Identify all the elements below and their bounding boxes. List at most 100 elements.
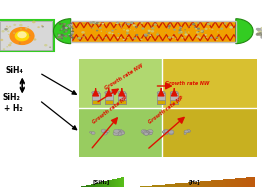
Bar — [152, 185, 154, 187]
Circle shape — [68, 24, 69, 25]
Bar — [106, 181, 107, 187]
Bar — [182, 183, 183, 187]
Circle shape — [119, 130, 124, 134]
Circle shape — [258, 30, 262, 33]
Circle shape — [162, 131, 166, 133]
Bar — [110, 180, 111, 187]
Bar — [242, 178, 243, 187]
Circle shape — [145, 131, 150, 135]
Circle shape — [133, 24, 136, 26]
Bar — [194, 182, 195, 187]
Bar — [83, 186, 84, 187]
Circle shape — [0, 39, 3, 41]
Circle shape — [261, 36, 262, 38]
Circle shape — [154, 23, 157, 26]
Circle shape — [187, 130, 190, 132]
Circle shape — [178, 32, 181, 34]
Circle shape — [63, 23, 66, 25]
Circle shape — [63, 26, 65, 28]
Bar — [160, 185, 162, 187]
Circle shape — [140, 22, 143, 24]
Bar — [231, 179, 232, 187]
Circle shape — [17, 31, 27, 38]
Circle shape — [62, 26, 64, 28]
Text: [H₂]: [H₂] — [188, 179, 200, 184]
Circle shape — [149, 132, 152, 135]
Circle shape — [114, 131, 119, 134]
Bar — [165, 184, 166, 187]
Bar — [159, 185, 160, 187]
Circle shape — [205, 28, 208, 30]
Bar — [162, 185, 163, 187]
Bar — [252, 177, 254, 187]
Circle shape — [69, 26, 71, 28]
Bar — [185, 183, 186, 187]
Circle shape — [179, 26, 182, 29]
Circle shape — [78, 37, 81, 40]
Circle shape — [149, 133, 152, 135]
Circle shape — [133, 37, 136, 40]
Circle shape — [148, 30, 151, 32]
Circle shape — [260, 31, 262, 34]
Bar — [95, 183, 96, 187]
Circle shape — [162, 131, 166, 133]
Bar — [149, 186, 151, 187]
Circle shape — [184, 130, 188, 133]
Circle shape — [165, 132, 168, 135]
Circle shape — [130, 22, 133, 24]
Circle shape — [71, 33, 73, 35]
Circle shape — [125, 22, 127, 24]
Circle shape — [261, 27, 262, 29]
Circle shape — [229, 26, 233, 29]
Bar — [103, 181, 104, 187]
Bar — [162, 108, 257, 157]
Bar — [157, 93, 165, 104]
Circle shape — [184, 33, 188, 36]
Ellipse shape — [170, 91, 178, 94]
Circle shape — [68, 34, 70, 35]
Bar — [251, 177, 252, 187]
Circle shape — [62, 26, 64, 27]
Circle shape — [151, 26, 152, 27]
Circle shape — [9, 42, 12, 44]
Circle shape — [169, 132, 173, 135]
Circle shape — [168, 36, 171, 39]
Circle shape — [116, 23, 117, 24]
Circle shape — [168, 27, 170, 29]
Circle shape — [27, 34, 30, 36]
Circle shape — [211, 29, 214, 30]
Circle shape — [117, 132, 123, 136]
Circle shape — [98, 39, 99, 40]
Circle shape — [257, 28, 261, 31]
Circle shape — [103, 131, 106, 133]
Circle shape — [6, 46, 8, 47]
Bar — [118, 178, 119, 187]
Circle shape — [261, 33, 262, 34]
Circle shape — [145, 131, 149, 134]
Bar — [116, 179, 117, 187]
Bar — [170, 93, 178, 104]
Circle shape — [188, 31, 189, 33]
Ellipse shape — [92, 91, 100, 94]
Circle shape — [146, 35, 148, 36]
Circle shape — [148, 29, 149, 30]
Circle shape — [260, 28, 262, 29]
Circle shape — [116, 132, 119, 134]
Bar — [225, 179, 226, 187]
Bar — [232, 179, 234, 187]
Circle shape — [261, 34, 262, 36]
Bar — [197, 182, 199, 187]
Bar — [84, 186, 85, 187]
Circle shape — [65, 27, 68, 29]
Bar — [208, 181, 209, 187]
Bar — [105, 93, 113, 104]
Circle shape — [19, 42, 21, 44]
Circle shape — [143, 132, 147, 134]
Circle shape — [25, 28, 28, 29]
Circle shape — [180, 31, 182, 33]
Circle shape — [165, 131, 168, 132]
Bar — [82, 186, 83, 187]
Circle shape — [32, 21, 36, 23]
Circle shape — [90, 27, 91, 28]
Circle shape — [147, 129, 153, 134]
